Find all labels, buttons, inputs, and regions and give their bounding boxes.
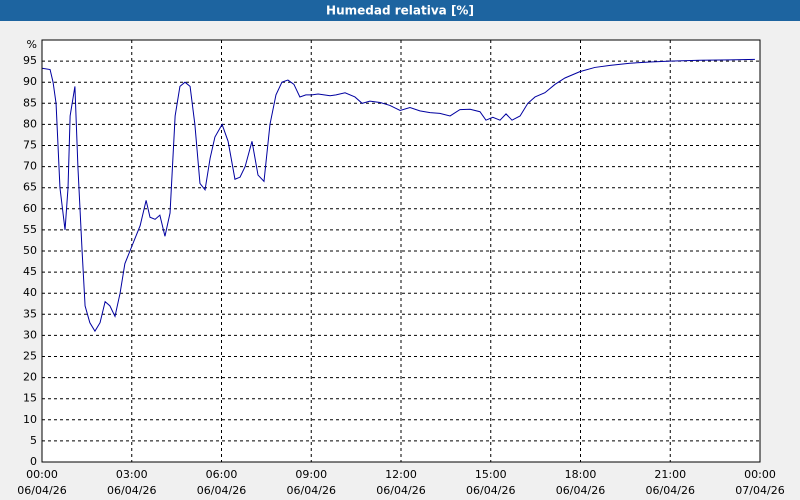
x-tick-date: 06/04/26 xyxy=(556,484,605,497)
y-tick-label: 40 xyxy=(23,286,37,299)
y-tick-label: 75 xyxy=(23,139,37,152)
y-tick-label: 90 xyxy=(23,75,37,88)
x-tick-label: 15:00 xyxy=(475,468,507,481)
x-tick-date: 06/04/26 xyxy=(466,484,515,497)
y-tick-label: 65 xyxy=(23,181,37,194)
data-line xyxy=(41,58,755,333)
x-tick-date: 06/04/26 xyxy=(376,484,425,497)
y-tick-label: 70 xyxy=(23,160,37,173)
x-tick-date: 07/04/26 xyxy=(735,484,784,497)
y-tick-label: 50 xyxy=(23,244,37,257)
y-tick-label: 35 xyxy=(23,307,37,320)
chart-title: Humedad relativa [%] xyxy=(326,4,474,18)
x-tick-label: 03:00 xyxy=(116,468,148,481)
title-bar xyxy=(0,0,800,21)
x-tick-label: 09:00 xyxy=(295,468,327,481)
y-tick-label: 20 xyxy=(23,371,37,384)
x-tick-label: 12:00 xyxy=(385,468,417,481)
x-tick-label: 06:00 xyxy=(206,468,238,481)
y-tick-label: 45 xyxy=(23,265,37,278)
x-tick-date: 06/04/26 xyxy=(197,484,246,497)
plot-border xyxy=(41,39,761,463)
y-tick-label: 30 xyxy=(23,328,37,341)
y-tick-label: 85 xyxy=(23,96,37,109)
x-tick-label: 00:00 xyxy=(26,468,58,481)
x-tick-label: 18:00 xyxy=(565,468,597,481)
x-tick-date: 06/04/26 xyxy=(17,484,66,497)
x-tick-date: 06/04/26 xyxy=(107,484,156,497)
y-tick-label: 5 xyxy=(30,434,37,447)
x-tick-label: 00:00 xyxy=(744,468,776,481)
x-tick-date: 06/04/26 xyxy=(646,484,695,497)
y-axis-label: % xyxy=(27,38,37,51)
x-tick-label: 21:00 xyxy=(654,468,686,481)
y-tick-label: 95 xyxy=(23,54,37,67)
y-tick-label: 10 xyxy=(23,413,37,426)
y-tick-label: 80 xyxy=(23,117,37,130)
x-tick-date: 06/04/26 xyxy=(287,484,336,497)
y-tick-label: 25 xyxy=(23,350,37,363)
y-tick-label: 60 xyxy=(23,202,37,215)
y-tick-label: 0 xyxy=(30,455,37,468)
y-tick-label: 15 xyxy=(23,392,37,405)
y-tick-label: 55 xyxy=(23,223,37,236)
